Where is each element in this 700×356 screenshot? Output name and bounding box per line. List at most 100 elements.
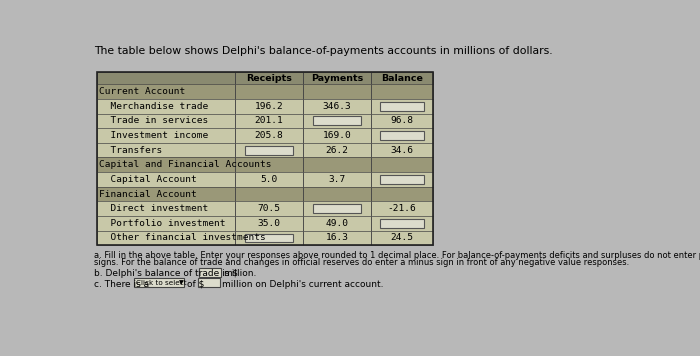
Bar: [371, 99, 433, 114]
Bar: [97, 201, 234, 216]
Bar: [381, 175, 424, 184]
Text: Portfolio investment: Portfolio investment: [99, 219, 225, 228]
Bar: [371, 84, 433, 99]
Bar: [371, 231, 433, 245]
Bar: [97, 231, 433, 245]
Bar: [234, 187, 303, 201]
Text: 3.7: 3.7: [328, 175, 346, 184]
Bar: [97, 157, 433, 172]
Bar: [245, 234, 293, 242]
Bar: [381, 131, 424, 140]
Text: Current Account: Current Account: [99, 87, 186, 96]
Bar: [303, 172, 371, 187]
Text: 196.2: 196.2: [255, 102, 284, 111]
Bar: [303, 99, 371, 114]
Bar: [97, 99, 234, 114]
Bar: [303, 216, 371, 231]
Bar: [97, 172, 433, 187]
Bar: [234, 84, 303, 99]
Text: 201.1: 201.1: [255, 116, 284, 125]
Text: Payments: Payments: [311, 74, 363, 83]
Bar: [97, 216, 234, 231]
Text: of $: of $: [187, 280, 204, 289]
Text: -21.6: -21.6: [388, 204, 416, 213]
Bar: [303, 201, 371, 216]
Bar: [371, 157, 433, 172]
Bar: [234, 231, 303, 245]
Bar: [97, 128, 234, 143]
Text: Trade in services: Trade in services: [99, 116, 209, 125]
Bar: [303, 187, 371, 201]
Bar: [97, 72, 234, 84]
Bar: [97, 72, 433, 245]
Bar: [371, 128, 433, 143]
Text: 16.3: 16.3: [326, 234, 349, 242]
Text: Click to select: Click to select: [136, 279, 187, 286]
Text: Other financial investments: Other financial investments: [99, 234, 266, 242]
Bar: [303, 231, 371, 245]
Bar: [371, 216, 433, 231]
Bar: [134, 278, 184, 287]
Bar: [97, 231, 234, 245]
Text: a. Fill in the above table. Enter your responses above rounded to 1 decimal plac: a. Fill in the above table. Enter your r…: [94, 251, 700, 260]
Bar: [97, 143, 234, 157]
Bar: [371, 187, 433, 201]
Bar: [234, 157, 303, 172]
Text: Investment income: Investment income: [99, 131, 209, 140]
Bar: [371, 172, 433, 187]
Bar: [97, 128, 433, 143]
Text: c. There is a: c. There is a: [94, 280, 149, 289]
Text: ▼: ▼: [179, 280, 183, 285]
Bar: [97, 143, 433, 157]
Text: 346.3: 346.3: [323, 102, 351, 111]
Bar: [234, 128, 303, 143]
Bar: [97, 201, 433, 216]
Text: Financial Account: Financial Account: [99, 189, 197, 199]
Bar: [97, 187, 433, 201]
Text: signs. For the balance of trade and changes in official reserves do enter a minu: signs. For the balance of trade and chan…: [94, 258, 629, 267]
Text: 26.2: 26.2: [326, 146, 349, 155]
Bar: [97, 84, 234, 99]
Text: 34.6: 34.6: [391, 146, 414, 155]
Bar: [303, 84, 371, 99]
Text: Balance: Balance: [382, 74, 423, 83]
Text: million on Delphi's current account.: million on Delphi's current account.: [223, 280, 384, 289]
Text: 24.5: 24.5: [391, 234, 414, 242]
Text: Direct investment: Direct investment: [99, 204, 209, 213]
Bar: [234, 114, 303, 128]
Text: Receipts: Receipts: [246, 74, 292, 83]
Bar: [245, 146, 293, 155]
Text: Transfers: Transfers: [99, 146, 162, 155]
Text: The table below shows Delphi's balance-of-payments accounts in millions of dolla: The table below shows Delphi's balance-o…: [94, 46, 552, 56]
Bar: [381, 219, 424, 228]
Bar: [97, 84, 433, 99]
Bar: [234, 143, 303, 157]
Bar: [313, 116, 361, 125]
Text: Capital Account: Capital Account: [99, 175, 197, 184]
Text: 169.0: 169.0: [323, 131, 351, 140]
Text: 49.0: 49.0: [326, 219, 349, 228]
Bar: [198, 278, 220, 287]
Bar: [97, 157, 234, 172]
Text: 70.5: 70.5: [258, 204, 280, 213]
Bar: [371, 143, 433, 157]
Bar: [97, 172, 234, 187]
Bar: [234, 201, 303, 216]
Bar: [371, 72, 433, 84]
Bar: [371, 201, 433, 216]
Bar: [97, 99, 433, 114]
Bar: [97, 187, 234, 201]
Bar: [234, 72, 303, 84]
Bar: [97, 216, 433, 231]
Bar: [303, 128, 371, 143]
Text: 205.8: 205.8: [255, 131, 284, 140]
Bar: [97, 114, 433, 128]
Bar: [303, 143, 371, 157]
Bar: [199, 268, 220, 277]
Text: b. Delphi's balance of trade is $: b. Delphi's balance of trade is $: [94, 269, 238, 278]
Text: Capital and Financial Accounts: Capital and Financial Accounts: [99, 160, 272, 169]
Bar: [313, 204, 361, 213]
Bar: [234, 172, 303, 187]
Text: 35.0: 35.0: [258, 219, 280, 228]
Bar: [371, 114, 433, 128]
